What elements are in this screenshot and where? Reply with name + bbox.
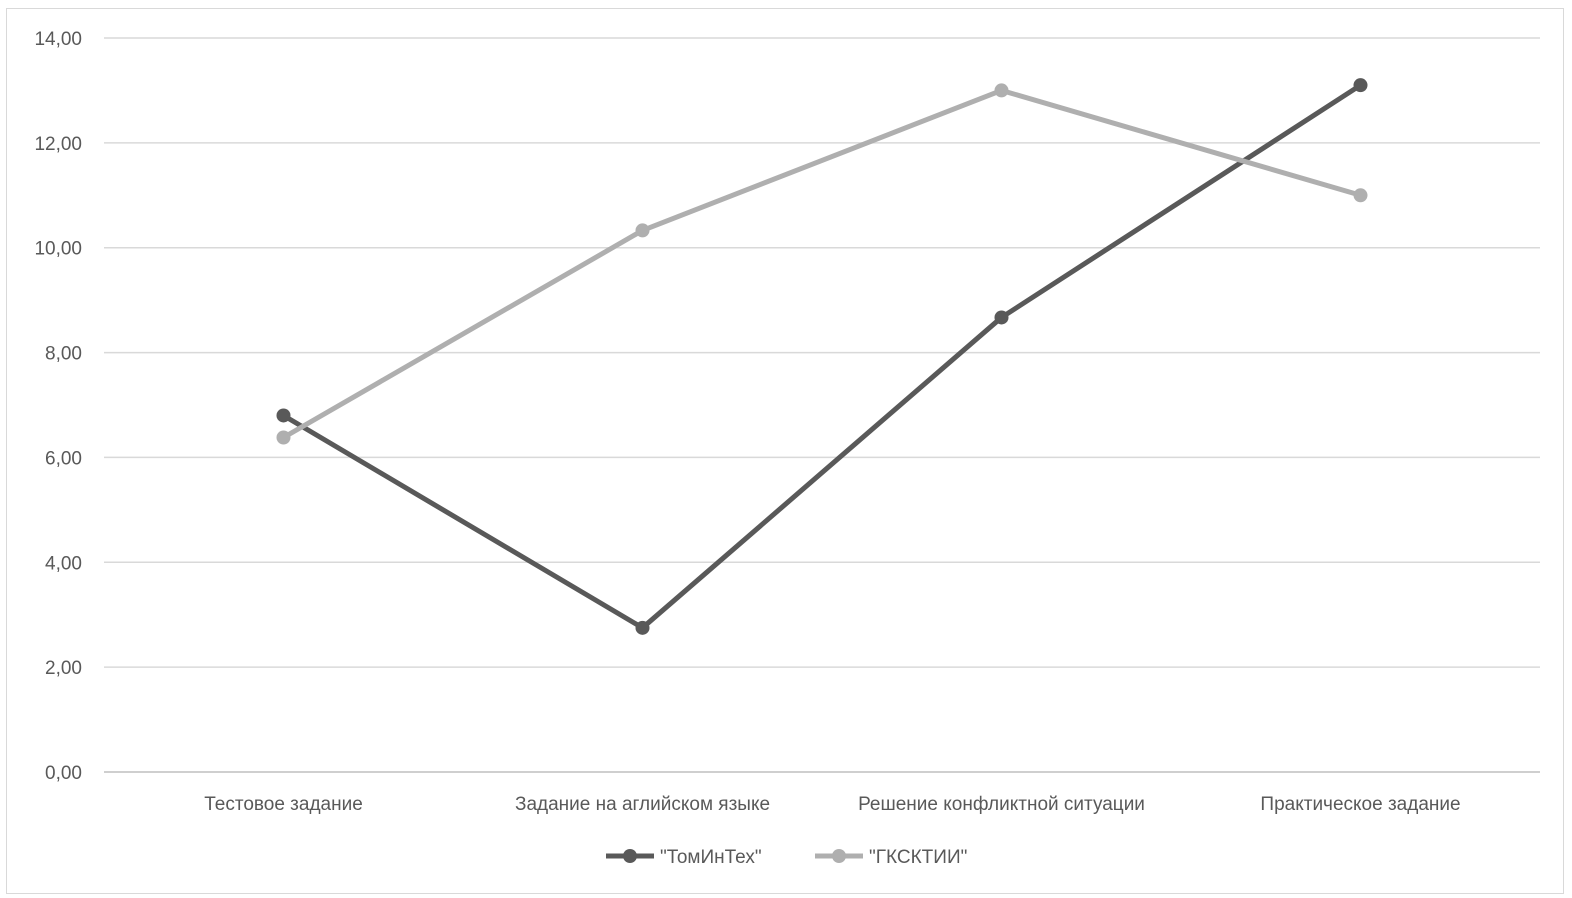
series-1 — [276, 78, 1368, 635]
x-axis-tick-labels: Тестовое задание Задание на аглийском язы… — [204, 794, 1460, 815]
data-point — [635, 620, 650, 635]
data-point — [635, 223, 650, 238]
x-tick-label: Тестовое задание — [204, 794, 363, 815]
data-point — [994, 83, 1009, 98]
legend-item: "ГКСКТИИ" — [815, 847, 967, 868]
x-tick-label: Практическое задание — [1260, 794, 1460, 815]
series-line — [281, 82, 1363, 631]
data-point — [276, 408, 291, 423]
y-axis-tick-labels: 0,00 2,00 4,00 6,00 8,00 10,00 12,00 14,00 — [34, 29, 82, 784]
y-tick-label: 0,00 — [45, 763, 82, 784]
data-point — [276, 430, 291, 445]
series-2 — [276, 83, 1368, 445]
y-tick-label: 6,00 — [45, 448, 82, 469]
x-tick-label: Задание на аглийском языке — [515, 794, 770, 815]
y-tick-label: 2,00 — [45, 658, 82, 679]
series-line — [281, 87, 1363, 441]
y-tick-label: 8,00 — [45, 344, 82, 365]
y-tick-label: 4,00 — [45, 553, 82, 574]
y-tick-label: 14,00 — [34, 29, 82, 50]
legend: "ТомИнТех" "ГКСКТИИ" — [606, 847, 967, 868]
y-tick-label: 12,00 — [34, 134, 82, 155]
chart-frame — [6, 8, 1564, 894]
legend-marker — [623, 849, 637, 863]
legend-marker — [832, 849, 846, 863]
legend-label: "ГКСКТИИ" — [869, 847, 967, 868]
series-group — [276, 78, 1368, 635]
x-tick-label: Решение конфликтной ситуации — [858, 794, 1145, 815]
data-point — [994, 310, 1009, 325]
data-point — [1353, 78, 1368, 93]
y-tick-label: 10,00 — [34, 239, 82, 260]
legend-label: "ТомИнТех" — [660, 847, 762, 868]
legend-item: "ТомИнТех" — [606, 847, 762, 868]
data-point — [1353, 188, 1368, 203]
gridlines — [104, 37, 1540, 773]
